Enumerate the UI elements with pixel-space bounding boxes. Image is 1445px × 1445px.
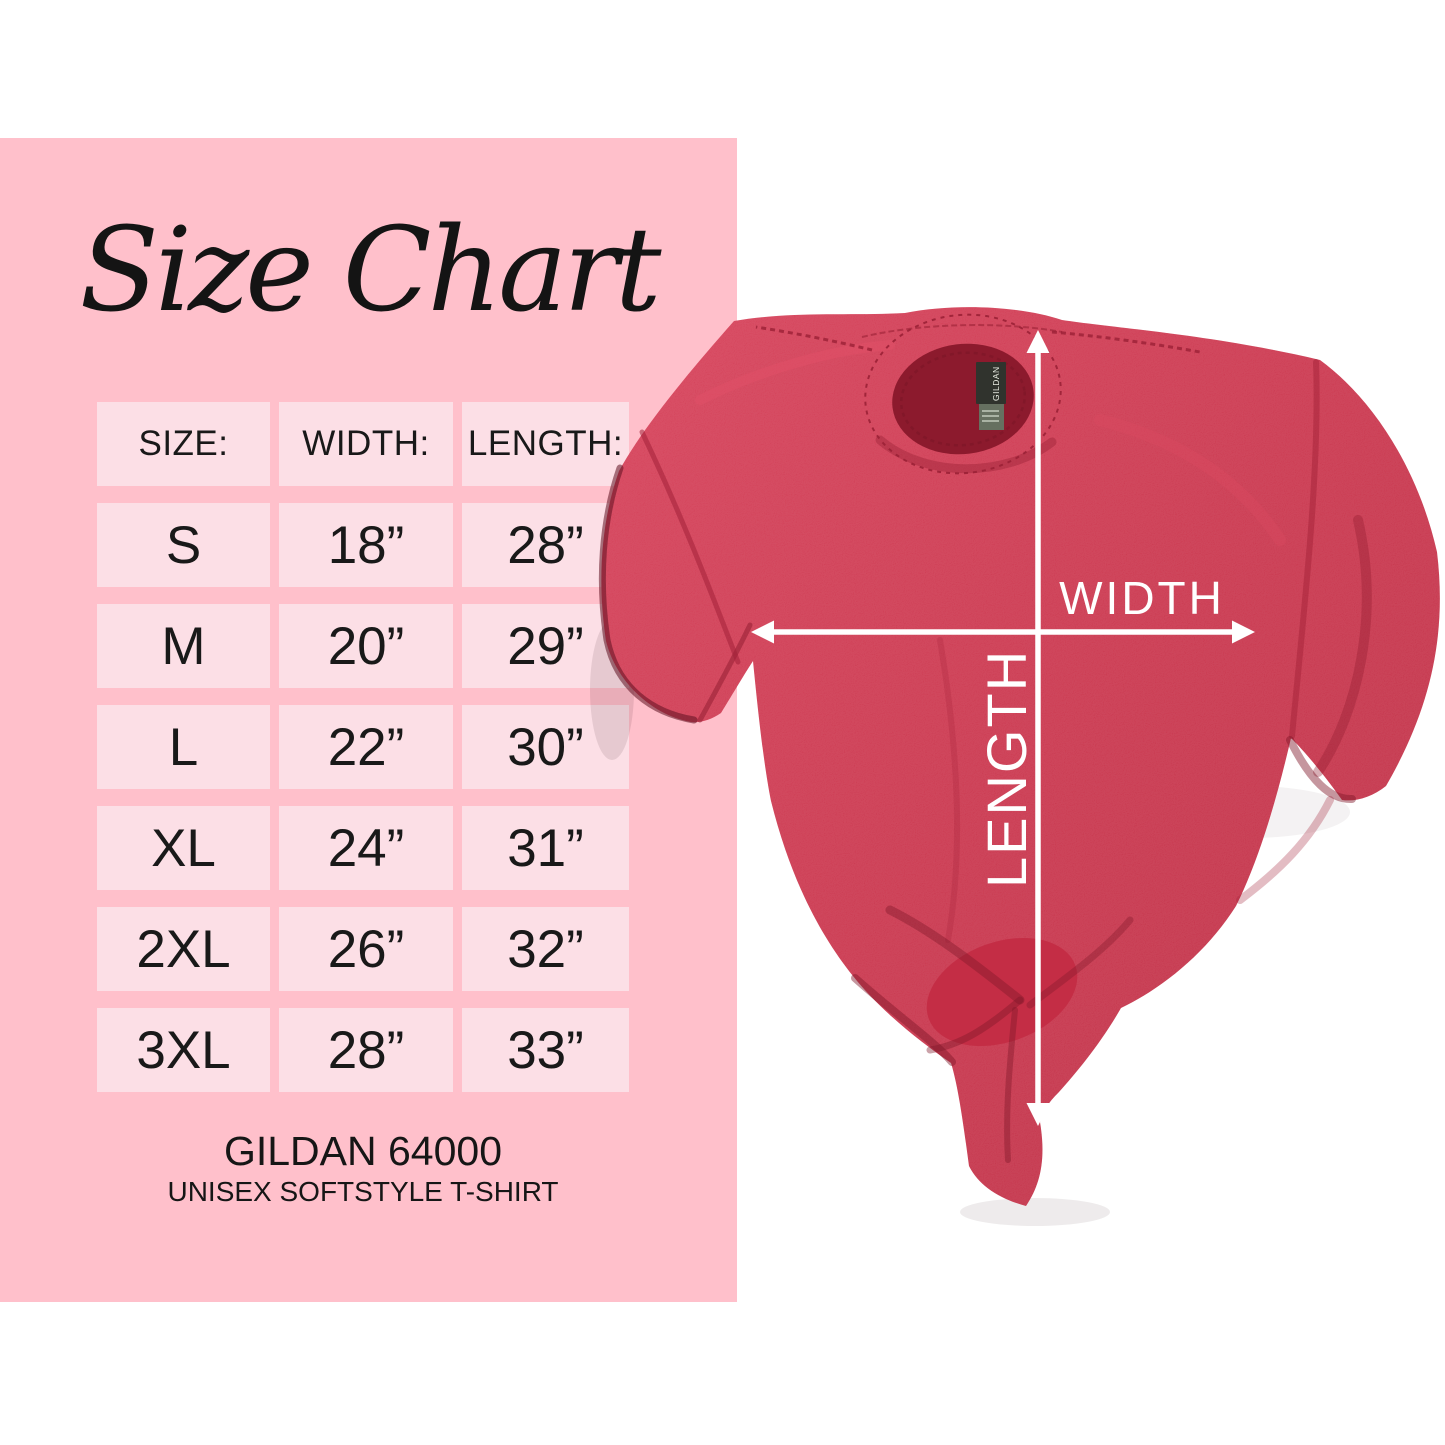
product-model: GILDAN 64000: [223, 1128, 503, 1174]
fabric-folds: [598, 340, 1372, 1163]
table-cell-length: 30”: [462, 705, 629, 789]
pink-panel: Size Chart SIZE: WIDTH: LENGTH: S 18” 28…: [0, 138, 737, 1302]
table-cell-length: 32”: [462, 907, 629, 991]
table-cell-size: 3XL: [97, 1008, 270, 1092]
product-style: UNISEX SOFTSTYLE T-SHIRT: [167, 1176, 559, 1207]
table-cell-size: XL: [97, 806, 270, 890]
page-title: Size Chart: [79, 203, 662, 338]
table-cell-size: S: [97, 503, 270, 587]
table-cell-size: L: [97, 705, 270, 789]
length-arrow: [1026, 330, 1050, 1126]
width-arrow-label: WIDTH: [1059, 572, 1225, 624]
column-header-size: SIZE:: [97, 402, 270, 486]
table-cell-width: 22”: [279, 705, 453, 789]
table-cell-size: M: [97, 604, 270, 688]
table-cell-length: 33”: [462, 1008, 629, 1092]
width-arrow: [751, 620, 1255, 644]
table-cell-size: 2XL: [97, 907, 270, 991]
table-cell-width: 24”: [279, 806, 453, 890]
table-cell-width: 26”: [279, 907, 453, 991]
table-cell-width: 18”: [279, 503, 453, 587]
column-header-length: LENGTH:: [462, 402, 629, 486]
table-cell-width: 20”: [279, 604, 453, 688]
neck-tag: GILDAN: [976, 362, 1006, 430]
column-header-width: WIDTH:: [279, 402, 453, 486]
length-arrow-label: LENGTH: [975, 649, 1038, 888]
table-cell-length: 31”: [462, 806, 629, 890]
neck-tag-label: GILDAN: [991, 366, 1001, 401]
table-cell-width: 28”: [279, 1008, 453, 1092]
shadow: [960, 1198, 1110, 1226]
